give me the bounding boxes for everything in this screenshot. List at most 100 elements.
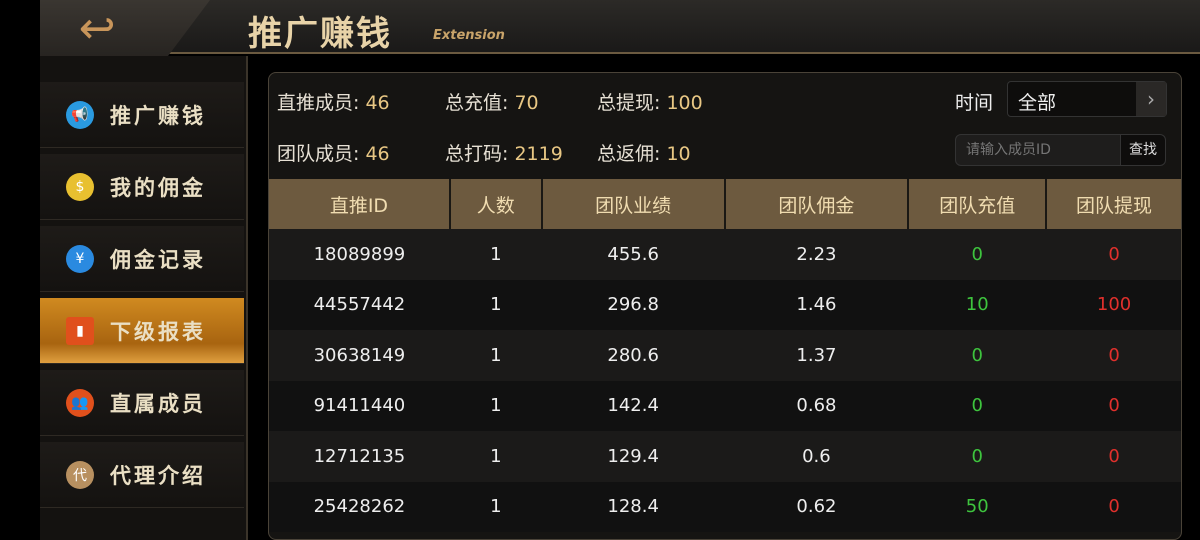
stat-value: 46: [365, 143, 390, 165]
member-id-search-input[interactable]: [955, 134, 1121, 166]
sidebar-item-label: 我的佣金: [110, 175, 206, 200]
stat-total-bet: 总打码: 2119: [445, 139, 563, 166]
users-icon: 👥: [66, 388, 94, 417]
report-panel: 直推成员: 46 总充值: 70 总提现: 100 团队成员: 46 总打码: …: [268, 72, 1182, 540]
sidebar-item-3[interactable]: ▮ 下级报表: [40, 298, 244, 364]
table-cell: 0: [908, 380, 1047, 431]
table-cell: 142.4: [541, 380, 725, 431]
stat-value: 46: [365, 92, 390, 114]
stat-total-recharge: 总充值: 70: [445, 88, 539, 115]
stat-value: 2119: [514, 143, 563, 165]
column-header: 直推ID: [269, 179, 451, 229]
table-cell: 1: [449, 330, 542, 381]
table-cell: 0: [1046, 330, 1181, 381]
table-cell: 1: [449, 279, 542, 330]
column-header: 人数: [449, 179, 543, 229]
table-cell: 18089899: [269, 229, 450, 280]
sidebar: 📢 推广赚钱 $ 我的佣金 ¥ 佣金记录 ▮ 下级报表 👥 直属成员代代理介绍: [40, 56, 248, 540]
table-cell: 0.62: [724, 481, 909, 532]
report-table: 直推ID 人数 团队业绩 团队佣金 团队充值 团队提现 18089899 1 455.6 2.2…: [269, 179, 1181, 532]
sidebar-item-label: 推广赚钱: [110, 103, 206, 128]
stat-label: 总充值:: [445, 92, 515, 114]
table-cell: 10: [908, 279, 1047, 330]
table-cell: 91411440: [269, 380, 450, 431]
table-cell: 128.4: [541, 481, 725, 532]
table-cell: 0: [908, 229, 1047, 280]
column-header: 团队提现: [1046, 179, 1181, 229]
stat-value: 10: [666, 143, 691, 165]
time-select[interactable]: 全部 ›: [1007, 81, 1167, 117]
table-cell: 0.6: [724, 431, 909, 482]
column-header: 团队业绩: [541, 179, 726, 229]
chevron-right-icon[interactable]: ›: [1136, 82, 1166, 116]
money-bag-icon: $: [66, 172, 94, 201]
stat-label: 直推成员:: [277, 92, 366, 114]
table-cell: 455.6: [541, 229, 725, 280]
table-cell: 280.6: [541, 330, 725, 381]
table-header-row: 直推ID 人数 团队业绩 团队佣金 团队充值 团队提现: [269, 179, 1181, 229]
back-button[interactable]: ↩: [64, 6, 130, 52]
stat-label: 总返佣:: [597, 143, 667, 165]
table-row[interactable]: 44557442 1 296.8 1.46 10 100: [269, 279, 1181, 330]
table-cell: 0: [1046, 481, 1181, 532]
sidebar-item-label: 直属成员: [110, 391, 206, 416]
sidebar-item-1[interactable]: $ 我的佣金: [40, 154, 244, 220]
sidebar-item-2[interactable]: ¥ 佣金记录: [40, 226, 244, 292]
column-header: 团队佣金: [724, 179, 910, 229]
sidebar-item-label: 代理介绍: [110, 463, 206, 488]
search-button[interactable]: 查找: [1120, 134, 1166, 166]
bar-chart-icon: ▮: [66, 316, 94, 345]
stat-total-rebate: 总返佣: 10: [597, 139, 691, 166]
page-title: 推广赚钱: [248, 14, 392, 54]
table-cell: 1.46: [724, 279, 909, 330]
table-cell: 296.8: [541, 279, 725, 330]
table-cell: 0: [1046, 229, 1181, 280]
sidebar-item-5[interactable]: 代代理介绍: [40, 442, 244, 508]
column-header: 团队充值: [908, 179, 1048, 229]
table-row[interactable]: 25428262 1 128.4 0.62 50 0: [269, 481, 1181, 532]
table-cell: 12712135: [269, 431, 450, 482]
agent-icon: 代: [66, 460, 94, 489]
table-cell: 0: [908, 330, 1047, 381]
table-row[interactable]: 91411440 1 142.4 0.68 0 0: [269, 380, 1181, 431]
stat-team-members: 团队成员: 46: [277, 139, 390, 166]
stat-label: 团队成员:: [277, 143, 366, 165]
stat-direct-members: 直推成员: 46: [277, 88, 390, 115]
sidebar-item-label: 佣金记录: [110, 247, 206, 272]
sidebar-item-0[interactable]: 📢 推广赚钱: [40, 82, 244, 148]
time-value: 全部: [1018, 92, 1057, 114]
table-cell: 1: [449, 229, 542, 280]
stat-total-withdraw: 总提现: 100: [597, 88, 703, 115]
table-cell: 0.68: [724, 380, 909, 431]
left-strip: [0, 0, 40, 540]
table-row[interactable]: 30638149 1 280.6 1.37 0 0: [269, 330, 1181, 381]
page-subtitle: Extension: [433, 28, 505, 43]
table-cell: 1.37: [724, 330, 909, 381]
megaphone-icon: 📢: [66, 100, 94, 129]
header: [40, 0, 1200, 54]
sidebar-item-4[interactable]: 👥 直属成员: [40, 370, 244, 436]
table-cell: 0: [1046, 431, 1181, 482]
table-cell: 1: [449, 481, 542, 532]
stat-value: 100: [666, 92, 703, 114]
table-cell: 1: [449, 380, 542, 431]
table-cell: 50: [908, 481, 1047, 532]
table-cell: 30638149: [269, 330, 450, 381]
table-cell: 25428262: [269, 481, 450, 532]
table-cell: 129.4: [541, 431, 725, 482]
table-cell: 0: [908, 431, 1047, 482]
table-cell: 0: [1046, 380, 1181, 431]
table-cell: 2.23: [724, 229, 909, 280]
sidebar-item-label: 下级报表: [110, 319, 206, 344]
stat-value: 70: [514, 92, 539, 114]
table-row[interactable]: 18089899 1 455.6 2.23 0 0: [269, 229, 1181, 280]
stat-label: 总提现:: [597, 92, 667, 114]
table-cell: 44557442: [269, 279, 450, 330]
stat-label: 总打码:: [445, 143, 515, 165]
table-cell: 1: [449, 431, 542, 482]
back-arrow-icon: ↩: [78, 3, 116, 54]
time-label: 时间: [955, 92, 994, 114]
table-row[interactable]: 12712135 1 129.4 0.6 0 0: [269, 431, 1181, 482]
record-icon: ¥: [66, 244, 94, 273]
table-cell: 100: [1046, 279, 1181, 330]
